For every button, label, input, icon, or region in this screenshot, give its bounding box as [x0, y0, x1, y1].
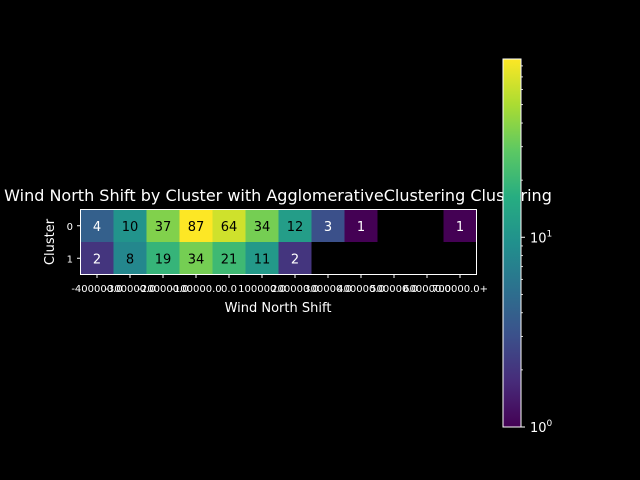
heatmap-cell	[245, 209, 279, 242]
heatmap-cell	[113, 209, 147, 242]
heatmap-cells: 4 10 37 87 64 34 12 3 1 12 8 19 34 21 11 2	[80, 209, 477, 275]
cell-value-label: 21	[221, 252, 238, 267]
cell-value-label: 34	[188, 252, 205, 267]
y-axis-ticks: 01	[67, 222, 81, 265]
x-tick-label: -300000.0	[104, 284, 155, 295]
cell-value-label: 64	[221, 220, 238, 235]
x-tick-label: 500000.0	[370, 284, 418, 295]
cell-value-label: 2	[93, 252, 101, 267]
x-tick-label: 700000.0+	[432, 284, 488, 295]
x-tick-label: 600000.0	[403, 284, 451, 295]
x-tick-label: 200000.0	[271, 284, 319, 295]
x-tick-label: 100000.0	[238, 284, 286, 295]
x-axis-ticks: -400000.0-300000.0-200000.0-100000.0 0.0 1…	[71, 274, 488, 295]
heatmap-cell	[278, 242, 312, 275]
x-tick-label: 300000.0	[304, 284, 352, 295]
chart-title: Wind North Shift by Cluster with Agglome…	[4, 186, 552, 205]
cell-value-label: 34	[254, 220, 271, 235]
x-tick-label: -400000.0	[71, 284, 122, 295]
colorbar	[502, 58, 522, 428]
x-tick-label: 0.0	[221, 284, 237, 295]
x-axis-label: Wind North Shift	[225, 301, 332, 316]
heatmap-cell	[344, 209, 378, 242]
cell-value-label: 37	[155, 220, 172, 235]
heatmap-cell	[80, 209, 114, 242]
colorbar-tick-label: 101	[530, 229, 552, 246]
cell-value-label: 19	[155, 252, 172, 267]
cell-value-label: 11	[254, 252, 271, 267]
cell-value-label: 12	[287, 220, 304, 235]
heatmap-cell	[179, 209, 213, 242]
cell-value-label: 10	[122, 220, 139, 235]
heatmap-frame	[80, 209, 477, 275]
heatmap-cell	[113, 242, 147, 275]
heatmap-cell	[146, 242, 180, 275]
x-tick-label: -200000.0	[137, 284, 188, 295]
cell-value-label: 87	[188, 220, 205, 235]
heatmap-cell	[146, 209, 180, 242]
cell-value-label: 1	[357, 220, 365, 235]
cell-value-label: 8	[126, 252, 134, 267]
y-tick-label: 1	[67, 254, 73, 265]
heatmap-cell	[311, 209, 345, 242]
heatmap-cell	[80, 242, 114, 275]
x-tick-label: 400000.0	[337, 284, 385, 295]
cell-value-label: 1	[456, 220, 464, 235]
cell-value-label: 4	[93, 220, 101, 235]
heatmap-cell	[212, 209, 246, 242]
colorbar-tick-label: 100	[530, 419, 553, 436]
y-tick-label: 0	[67, 222, 73, 233]
cell-value-label: 3	[324, 220, 332, 235]
heatmap-cell	[443, 209, 477, 242]
heatmap-cell	[278, 209, 312, 242]
heatmap-cell	[212, 242, 246, 275]
heatmap-cell	[179, 242, 213, 275]
x-tick-label: -100000.0	[170, 284, 221, 295]
y-axis-label: Cluster	[43, 218, 58, 265]
heatmap-cell	[245, 242, 279, 275]
cell-value-label: 2	[291, 252, 299, 267]
colorbar-ticks: 100 101	[521, 65, 553, 436]
